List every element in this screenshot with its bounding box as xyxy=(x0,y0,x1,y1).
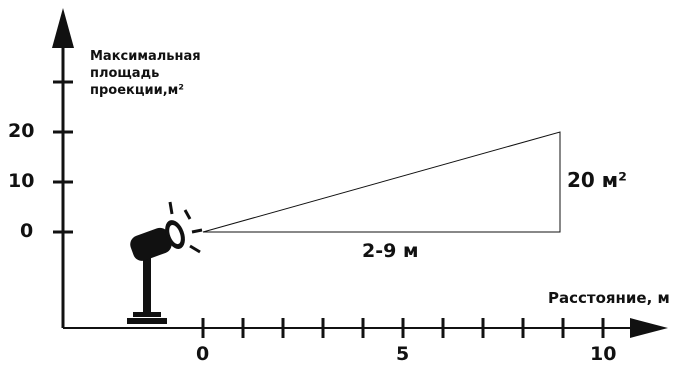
distance-annotation: 2-9 м xyxy=(362,240,419,262)
x-axis-label: Расстояние, м xyxy=(548,289,670,307)
y-axis-arrow xyxy=(52,8,74,48)
x-tick-label-10: 10 xyxy=(590,343,617,365)
projection-triangle xyxy=(202,131,561,233)
y-tick-label-20: 20 xyxy=(8,120,35,142)
x-axis-arrow xyxy=(630,318,668,338)
y-axis-label-line-2: площадь xyxy=(90,66,160,81)
y-axis-label: Максимальная площадь проекции,м² xyxy=(90,48,240,99)
spotlight-icon xyxy=(127,201,203,324)
x-tick-label-5: 5 xyxy=(396,343,410,365)
area-annotation: 20 м² xyxy=(567,168,627,192)
y-axis-label-line-1: Максимальная xyxy=(90,49,201,64)
y-tick-label-0: 0 xyxy=(20,220,34,242)
y-tick-label-10: 10 xyxy=(8,170,35,192)
y-axis-label-line-3: проекции,м² xyxy=(90,83,184,98)
x-tick-marks xyxy=(201,318,605,338)
x-tick-label-0: 0 xyxy=(196,343,210,365)
